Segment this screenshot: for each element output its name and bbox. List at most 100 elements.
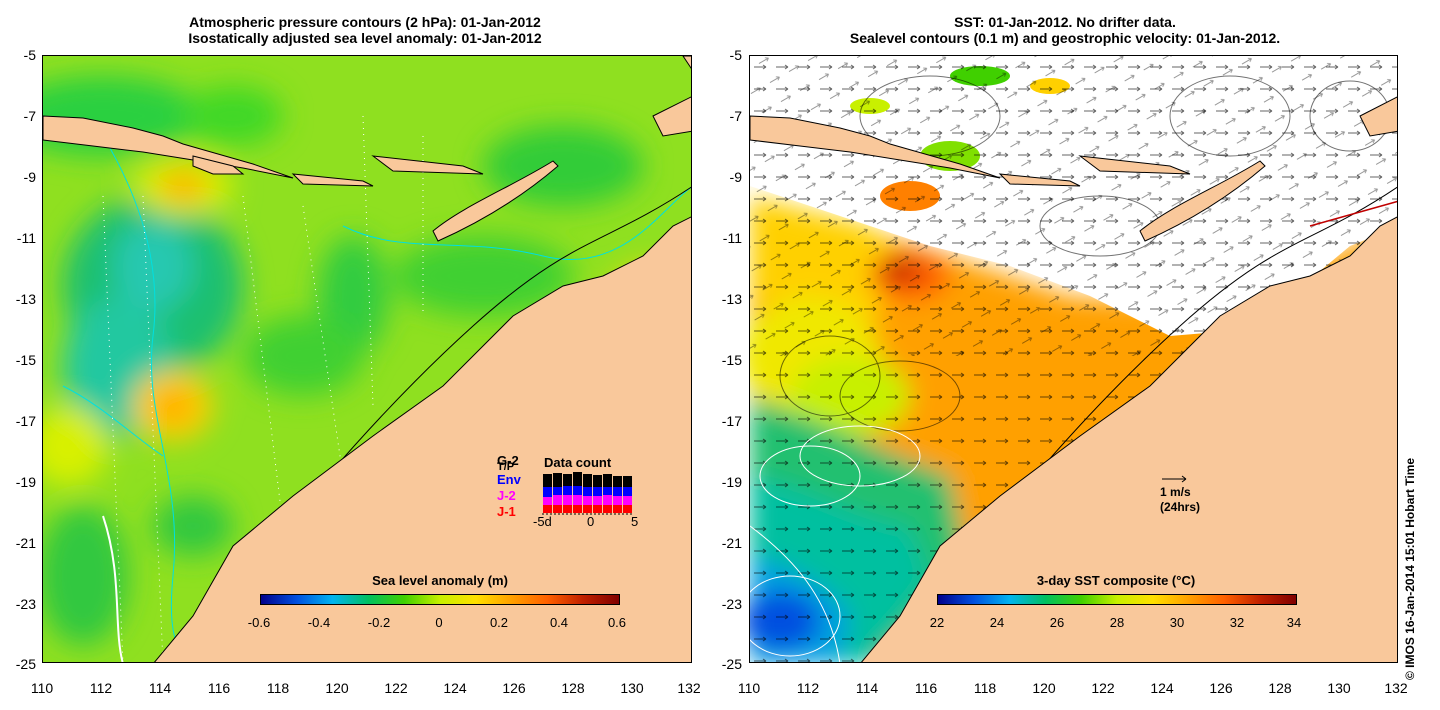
lat-tick: -13 (15, 291, 36, 307)
island-top (682, 56, 691, 69)
data-count-histogram (542, 472, 634, 515)
flores-island (371, 155, 484, 175)
lat-tick: -19 (721, 474, 742, 490)
land-masses-right (750, 96, 1397, 662)
colorbar-tick: 26 (1049, 615, 1065, 630)
right-title-line2: Sealevel contours (0.1 m) and geostrophi… (849, 30, 1281, 46)
sat-tp: T/P (497, 461, 515, 473)
data-count-tick: 0 (587, 514, 595, 529)
lat-tick: -25 (15, 656, 36, 672)
lon-tick: 128 (1268, 680, 1292, 696)
sat-j1: J-1 (497, 504, 516, 519)
australia-landmass (154, 216, 691, 662)
lon-tick: 122 (384, 680, 408, 696)
java-island (43, 115, 294, 179)
lat-tick: -11 (16, 230, 36, 246)
lon-tick: 124 (443, 680, 467, 696)
sst-map (750, 56, 1397, 662)
bali-island (192, 155, 245, 175)
colorbar-tick: 30 (1169, 615, 1185, 630)
sat-g2: G-2 (497, 453, 519, 468)
colorbar-tick: -0.6 (247, 615, 271, 630)
lon-tick: 130 (1327, 680, 1351, 696)
velocity-scale-arrow (1162, 475, 1187, 483)
colorbar-tick: 22 (929, 615, 945, 630)
imos-credit: © IMOS 16-Jan-2014 15:01 Hobart Time (1403, 457, 1417, 680)
colorbar-tick: -0.2 (367, 615, 391, 630)
lon-tick: 122 (1091, 680, 1115, 696)
lon-tick: 132 (677, 680, 701, 696)
lon-tick: 118 (973, 680, 997, 696)
lon-tick: 114 (855, 680, 879, 696)
lon-tick: 116 (207, 680, 231, 696)
lon-tick: 116 (914, 680, 938, 696)
flores-island (1078, 155, 1191, 175)
left-map-panel[interactable] (42, 55, 692, 663)
lon-tick: 126 (502, 680, 526, 696)
lat-tick: -19 (15, 474, 36, 490)
lat-tick: -7 (729, 108, 742, 124)
lat-tick: -13 (721, 291, 742, 307)
right-colorbar (937, 594, 1297, 605)
lat-tick: -25 (721, 656, 742, 672)
lat-tick: -15 (721, 352, 742, 368)
data-count-tick: 5 (631, 514, 639, 529)
lat-tick: -7 (23, 108, 36, 124)
colorbar-tick: 24 (989, 615, 1005, 630)
lon-tick: 110 (30, 680, 54, 696)
velocity-scale-sublabel: (24hrs) (1160, 500, 1201, 514)
lon-tick: 112 (89, 680, 113, 696)
timor-island (1139, 160, 1266, 242)
lat-tick: -15 (15, 352, 36, 368)
lon-tick: 110 (737, 680, 761, 696)
lon-tick: 132 (1384, 680, 1408, 696)
lon-tick: 120 (325, 680, 349, 696)
lombok-sumbawa-island (291, 173, 374, 187)
colorbar-tick: 28 (1109, 615, 1125, 630)
colorbar-tick: 0 (435, 615, 443, 630)
lat-tick: -9 (23, 169, 36, 185)
lat-tick: -5 (23, 47, 36, 63)
lon-tick: 114 (148, 680, 172, 696)
lon-tick: 124 (1150, 680, 1174, 696)
lombok-sumbawa-island (998, 173, 1081, 187)
lon-tick: 128 (561, 680, 585, 696)
australia-landmass (861, 216, 1397, 662)
java-island (750, 115, 1001, 179)
wetar-island (652, 96, 691, 137)
colorbar-tick: 0.6 (607, 615, 627, 630)
data-count-tick: -5d (533, 514, 552, 529)
land-masses (43, 56, 691, 662)
left-title-line1: Atmospheric pressure contours (2 hPa): 0… (189, 14, 541, 30)
lat-tick: -23 (15, 596, 36, 612)
wetar-island (1359, 96, 1397, 137)
colorbar-tick: 0.4 (549, 615, 569, 630)
red-track-line (1309, 200, 1397, 227)
sea-level-anomaly-map (43, 56, 691, 662)
lon-tick: 130 (620, 680, 644, 696)
right-map-panel[interactable]: 1 m/s (24hrs) (749, 55, 1398, 663)
colorbar-tick: 32 (1229, 615, 1245, 630)
lat-tick: -21 (15, 535, 36, 551)
timor-island (432, 160, 559, 242)
sat-env: Env (497, 472, 521, 487)
left-colorbar-label: Sea level anomaly (m) (372, 573, 508, 588)
left-colorbar (260, 594, 620, 605)
lat-tick: -23 (721, 596, 742, 612)
lat-tick: -17 (15, 413, 36, 429)
colorbar-tick: 34 (1286, 615, 1302, 630)
lon-tick: 126 (1209, 680, 1233, 696)
lon-tick: 112 (796, 680, 820, 696)
data-count-title: Data count (544, 455, 612, 470)
lat-tick: -21 (721, 535, 742, 551)
velocity-scale-label: 1 m/s (1160, 485, 1191, 499)
lat-tick: -5 (729, 47, 742, 63)
lon-tick: 120 (1032, 680, 1056, 696)
right-colorbar-label: 3-day SST composite (°C) (1036, 573, 1196, 588)
lon-tick: 118 (266, 680, 290, 696)
white-contour (102, 515, 124, 662)
lat-tick: -9 (729, 169, 742, 185)
lat-tick: -17 (721, 413, 742, 429)
lat-tick: -11 (722, 230, 742, 246)
colorbar-tick: 0.2 (489, 615, 509, 630)
